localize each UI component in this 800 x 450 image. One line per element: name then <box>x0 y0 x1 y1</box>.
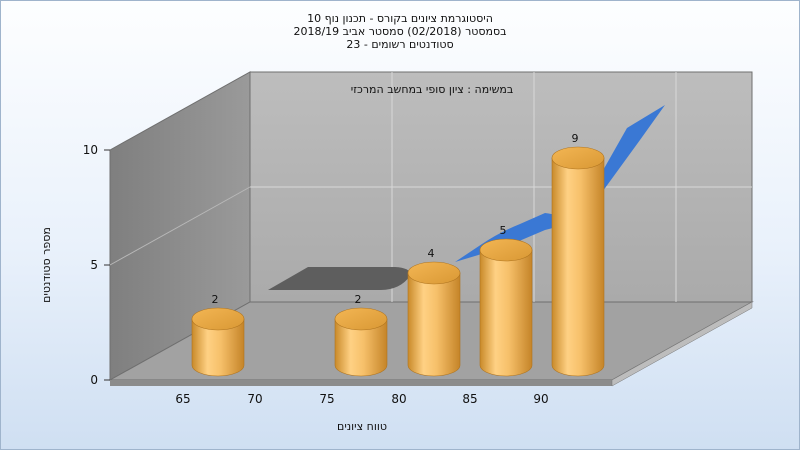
x-tick-label: 85 <box>462 392 477 406</box>
grid-line-side <box>109 186 251 266</box>
chart-title-line-1: היסטוגרמת ציונים בקורס - תכנון נוף 10 <box>307 12 493 25</box>
bar-top <box>191 307 245 331</box>
bar-85: 5 <box>479 224 533 377</box>
chart-title-line-3: סטודנטים רשומים - 23 <box>346 38 454 51</box>
y-tick-label: 10 <box>83 143 98 157</box>
y-tick-label: 5 <box>90 258 98 272</box>
y-axis-ticks: 0 5 10 <box>83 143 110 387</box>
chart-title-line-2: בסמסטר (02/2018) סמסטר אביב 2018/19 <box>293 25 507 38</box>
bar-value-label: 4 <box>428 247 435 260</box>
x-tick-label: 90 <box>533 392 548 406</box>
y-tick-label: 0 <box>90 373 98 387</box>
bar-65: 2 <box>191 293 245 377</box>
bar-value-label: 2 <box>355 293 362 306</box>
bar-body <box>479 249 533 377</box>
bar-body <box>334 318 388 377</box>
background-area-series <box>268 105 665 290</box>
bar-top <box>334 307 388 331</box>
gridlines <box>109 72 752 302</box>
area-gray <box>268 267 411 290</box>
bar-value-label: 5 <box>500 224 507 237</box>
bar-body <box>191 318 245 377</box>
x-tick-label: 65 <box>175 392 190 406</box>
chart-title-block: היסטוגרמת ציונים בקורס - תכנון נוף 10 בס… <box>0 12 800 51</box>
x-axis-title: טווח ציונים <box>337 420 387 433</box>
bar-75: 2 <box>334 293 388 377</box>
bar-body <box>551 157 605 377</box>
bar-top <box>407 261 461 285</box>
bar-80: 4 <box>407 247 461 377</box>
bar-value-label: 2 <box>212 293 219 306</box>
area-blue <box>455 105 665 262</box>
bar-value-label: 9 <box>572 132 579 145</box>
bar-body <box>407 272 461 377</box>
bars-group: 2 2 4 5 9 <box>191 132 605 377</box>
x-tick-label: 80 <box>391 392 406 406</box>
x-tick-label: 70 <box>247 392 262 406</box>
right-floor-edge <box>611 301 753 387</box>
x-axis-ticks: 65 70 75 80 85 90 <box>175 392 548 406</box>
bar-top <box>479 238 533 262</box>
y-axis-title: מספר סטודנטים <box>40 227 53 303</box>
floor-front-edge <box>110 380 612 386</box>
chart-subtitle: במשימה : ציון סופי במחשב המרכזי <box>351 83 514 96</box>
bar-90: 9 <box>551 132 605 377</box>
bar-top <box>551 146 605 170</box>
x-tick-label: 75 <box>319 392 334 406</box>
